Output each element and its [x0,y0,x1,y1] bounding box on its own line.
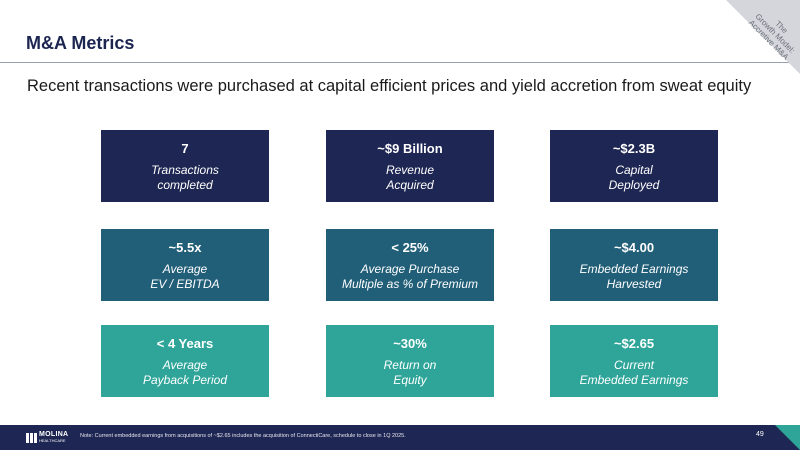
metric-tile-current-earnings: ~$2.65 Current Embedded Earnings [550,325,718,397]
metric-tile-revenue: ~$9 Billion Revenue Acquired [326,130,494,202]
metric-value: 7 [181,141,189,156]
footnote: Note: Current embedded earnings from acq… [80,433,406,439]
footer-accent [775,425,800,450]
metric-tile-ev-ebitda: ~5.5x Average EV / EBITDA [101,229,269,301]
metric-label: Capital Deployed [608,163,660,192]
metric-label: Return on Equity [383,358,437,387]
metric-value: ~$2.65 [613,336,655,351]
metric-tile-return-on-equity: ~30% Return on Equity [326,325,494,397]
metric-label: Embedded Earnings Harvested [579,262,689,291]
metric-tile-capital: ~$2.3B Capital Deployed [550,130,718,202]
metric-value: ~$2.3B [612,141,656,156]
section-corner-tab [726,0,800,74]
metric-label: Revenue Acquired [385,163,435,192]
page-title: M&A Metrics [26,33,135,53]
page-subtitle: Recent transactions were purchased at ca… [27,77,752,95]
metric-label: Average Payback Period [142,358,228,387]
metric-label: Average Purchase Multiple as % of Premiu… [341,262,479,291]
metric-tile-earnings-harvested: ~$4.00 Embedded Earnings Harvested [550,229,718,301]
footer-bar [0,425,800,450]
page-number: 49 [756,431,764,438]
logo-brand: MOLINA [39,430,69,438]
metric-value: ~30% [393,336,427,351]
molina-people-icon [26,432,37,443]
logo-sub: HEALTHCARE [39,437,66,443]
company-logo: MOLINA HEALTHCARE [26,431,68,444]
metric-label: Transactions completed [151,163,219,192]
metric-value: ~5.5x [168,240,202,255]
metric-tile-purchase-multiple: < 25% Average Purchase Multiple as % of … [326,229,494,301]
metric-label: Current Embedded Earnings [579,358,689,387]
title-divider [0,62,800,63]
metric-value: ~$4.00 [613,240,655,255]
metric-value: < 4 Years [156,336,214,351]
metric-label: Average EV / EBITDA [150,262,220,291]
metric-value: < 25% [391,240,429,255]
metric-value: ~$9 Billion [377,141,443,156]
metric-tile-transactions: 7 Transactions completed [101,130,269,202]
metric-tile-payback: < 4 Years Average Payback Period [101,325,269,397]
